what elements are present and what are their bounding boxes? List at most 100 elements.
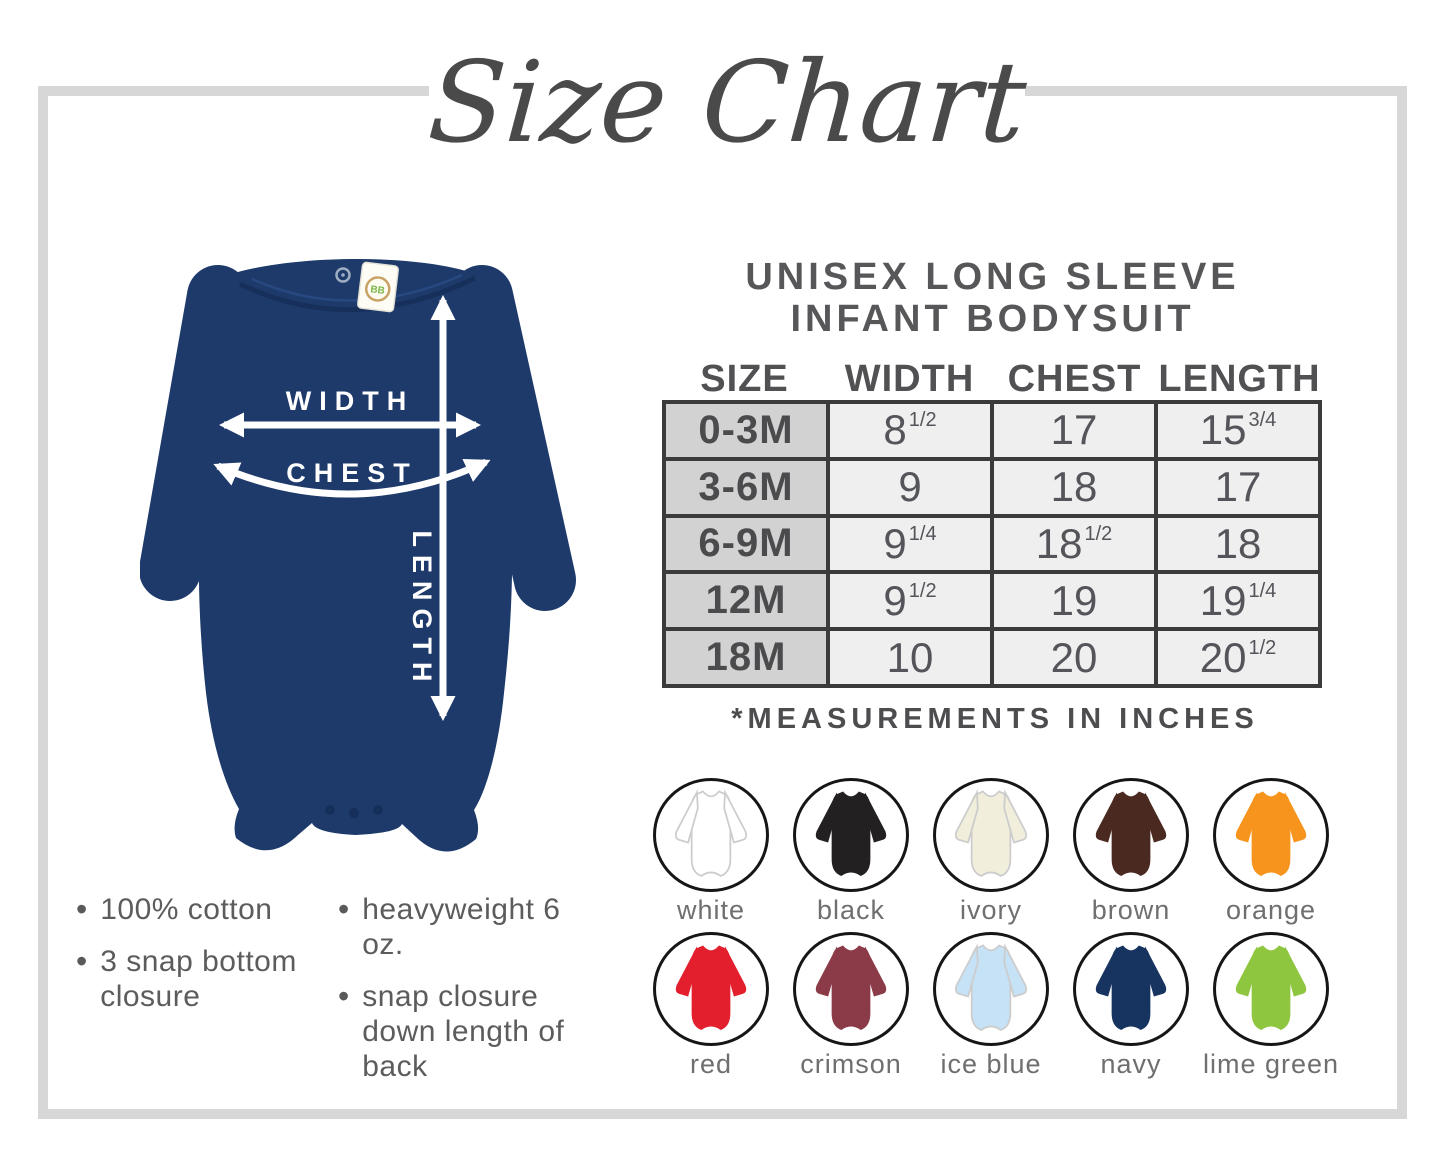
title-box: Size Chart [424, 0, 1030, 205]
fraction: 1/4 [1248, 579, 1277, 602]
size-table: 0-3M 8 1/2 17 15 3/4 3-6M 9 18 17 6-9M 9 1/4 18 1/2 18 1… [662, 400, 1322, 688]
neck-tag: BB [357, 261, 399, 313]
width-value-cell: 9 1/2 [826, 570, 994, 632]
size-cell: 18M [662, 627, 830, 688]
collar-seam [238, 275, 477, 312]
length-label: LENGTH [407, 531, 437, 690]
bodysuit-torso [196, 258, 513, 852]
length-value-cell: 18 [1154, 513, 1322, 575]
swatch-circle [793, 932, 909, 1046]
fraction: 1/4 [908, 522, 937, 545]
color-swatch-crimson: crimson [793, 932, 909, 1080]
fraction: 1/2 [908, 409, 937, 432]
size-table-row: 12M 9 1/2 19 19 1/4 [662, 570, 1322, 632]
mini-bodysuit-icon [1087, 941, 1175, 1038]
feature-text: heavyweight 6 oz. [362, 893, 561, 961]
product-heading-line2: INFANT BODYSUIT [790, 298, 1195, 340]
swatch-circle [1073, 932, 1189, 1046]
feature-text: snap closure down length of back [362, 980, 565, 1083]
chest-value-cell: 17 [990, 400, 1158, 461]
width-value-cell: 9 [826, 456, 994, 518]
swatch-circle [653, 932, 769, 1046]
swatch-label: lime green [1202, 1049, 1340, 1079]
feature-item: • heavyweight 6 oz. [338, 892, 608, 962]
size-cell: 3-6M [662, 456, 830, 518]
size-table-row: 0-3M 8 1/2 17 15 3/4 [662, 400, 1322, 461]
features-list: • 100% cotton • 3 snap bottom closure • heav… [76, 892, 608, 1101]
bullet-icon: • [76, 891, 88, 927]
swatch-label: orange [1225, 895, 1317, 925]
chest-value-cell: 20 [990, 627, 1158, 688]
color-swatch-black: black [793, 778, 909, 926]
page-title: Size Chart [424, 37, 1030, 168]
mini-bodysuit-icon [667, 941, 755, 1038]
width-value-cell: 8 1/2 [826, 400, 994, 461]
measurements-note: *MEASUREMENTS IN INCHES [731, 703, 1259, 735]
product-heading: UNISEX LONG SLEEVE INFANT BODYSUIT [660, 256, 1325, 340]
length-value-cell: 19 1/4 [1154, 570, 1322, 632]
column-header: SIZE [700, 358, 789, 400]
color-swatch-navy: navy [1073, 932, 1189, 1080]
swatch-label: ivory [959, 895, 1022, 925]
width-label: WIDTH [286, 386, 414, 416]
features-column-1: • 100% cotton • 3 snap bottom closure [76, 892, 338, 1101]
mini-bodysuit-icon [947, 941, 1035, 1038]
product-heading-line1: UNISEX LONG SLEEVE [745, 256, 1240, 298]
size-cell: 6-9M [662, 513, 830, 575]
length-value-cell: 15 3/4 [1154, 400, 1322, 461]
feature-text: 100% cotton [100, 893, 273, 926]
fraction: 1/2 [1248, 636, 1277, 659]
color-swatch-ivory: ivory [933, 778, 1049, 926]
length-value-cell: 20 1/2 [1154, 627, 1322, 688]
swatch-circle [933, 932, 1049, 1046]
fraction: 1/2 [1084, 522, 1113, 545]
chest-value-cell: 18 [990, 456, 1158, 518]
feature-text: 3 snap bottom closure [100, 945, 297, 1013]
size-table-row: 3-6M 9 18 17 [662, 456, 1322, 518]
feature-item: • snap closure down length of back [338, 979, 608, 1084]
chest-label: CHEST [286, 458, 418, 488]
color-swatch-orange: orange [1213, 778, 1329, 926]
color-swatch-white: white [653, 778, 769, 926]
table-column-headers: SIZE WIDTH CHEST LENGTH [662, 358, 1322, 401]
size-table-row: 18M 10 20 20 1/2 [662, 627, 1322, 688]
column-header: LENGTH [1158, 358, 1321, 400]
swatch-label: red [689, 1049, 733, 1079]
swatch-circle [1073, 778, 1189, 892]
swatch-circle [1213, 932, 1329, 1046]
swatch-label: black [816, 895, 886, 925]
mini-bodysuit-icon [1087, 787, 1175, 884]
features-column-2: • heavyweight 6 oz. • snap closure down len… [338, 892, 608, 1101]
swatch-label: white [676, 895, 746, 925]
collar-inner-seam [251, 273, 463, 302]
swatch-label: brown [1091, 895, 1171, 925]
mini-bodysuit-icon [1227, 787, 1315, 884]
column-header: WIDTH [844, 358, 975, 400]
bullet-icon: • [76, 943, 88, 979]
swatch-circle [793, 778, 909, 892]
mini-bodysuit-icon [807, 941, 895, 1038]
swatch-label: navy [1100, 1049, 1162, 1079]
svg-text:BB: BB [370, 284, 386, 297]
bullet-icon: • [338, 978, 350, 1014]
color-swatch-lime-green: lime green [1203, 932, 1338, 1080]
shoulder-snap [335, 267, 351, 283]
swatch-circle [1213, 778, 1329, 892]
column-header: CHEST [1007, 358, 1142, 400]
color-swatch-red: red [653, 932, 769, 1080]
bodysuit-diagram: BB WIDTH CHEST LENGTH [140, 258, 576, 852]
swatch-circle [653, 778, 769, 892]
fraction: 3/4 [1248, 409, 1277, 432]
length-value-cell: 17 [1154, 456, 1322, 518]
swatch-circle [933, 778, 1049, 892]
mini-bodysuit-icon [1227, 941, 1315, 1038]
chest-value-cell: 18 1/2 [990, 513, 1158, 575]
feature-item: • 3 snap bottom closure [76, 944, 338, 1014]
bullet-icon: • [338, 891, 350, 927]
mini-bodysuit-icon [947, 787, 1035, 884]
width-value-cell: 9 1/4 [826, 513, 994, 575]
mini-bodysuit-icon [667, 787, 755, 884]
fraction: 1/2 [908, 579, 937, 602]
swatch-label: crimson [800, 1049, 902, 1079]
